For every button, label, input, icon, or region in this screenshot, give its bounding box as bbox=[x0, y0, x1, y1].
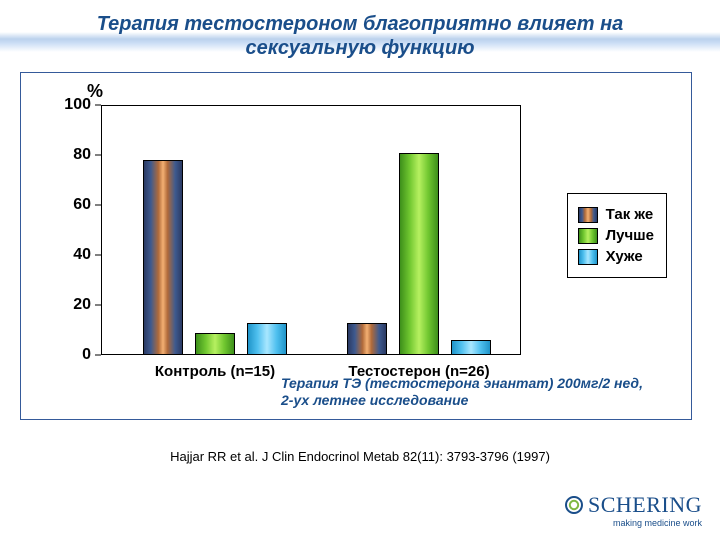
footnote: Терапия ТЭ (тестостерона энантат) 200мг/… bbox=[281, 375, 643, 409]
y-tick-mark bbox=[95, 205, 101, 206]
bar-worse bbox=[451, 340, 491, 355]
footnote-line2: 2-ух летнее исследование bbox=[281, 392, 468, 408]
plot-area: 020406080100Контроль (n=15)Тестостерон (… bbox=[101, 105, 521, 355]
legend-swatch-icon bbox=[578, 249, 598, 265]
bar-same bbox=[347, 323, 387, 356]
legend-item: Хуже bbox=[578, 248, 654, 265]
brand-logo: SCHERING making medicine work bbox=[564, 492, 702, 528]
y-tick-mark bbox=[95, 155, 101, 156]
group-label: Контроль (n=15) bbox=[155, 355, 275, 380]
y-axis bbox=[101, 105, 102, 355]
y-tick-mark bbox=[95, 255, 101, 256]
legend-label: Так же bbox=[606, 206, 654, 223]
bar-worse bbox=[247, 323, 287, 356]
legend-label: Лучше bbox=[606, 227, 654, 244]
y-tick-mark bbox=[95, 305, 101, 306]
legend-swatch-icon bbox=[578, 228, 598, 244]
chart-frame: % 020406080100Контроль (n=15)Тестостерон… bbox=[20, 72, 692, 420]
y-tick-mark bbox=[95, 355, 101, 356]
legend-item: Лучше bbox=[578, 227, 654, 244]
bar-better bbox=[399, 153, 439, 356]
citation: Hajjar RR et al. J Clin Endocrinol Metab… bbox=[0, 449, 720, 464]
legend-label: Хуже bbox=[606, 248, 643, 265]
bar-same bbox=[143, 160, 183, 355]
title-band: Терапия тестостероном благоприятно влияе… bbox=[0, 8, 720, 62]
bar-better bbox=[195, 333, 235, 356]
footnote-line1: Терапия ТЭ (тестостерона энантат) 200мг/… bbox=[281, 375, 643, 391]
logo-ring-icon bbox=[564, 495, 584, 520]
legend-item: Так же bbox=[578, 206, 654, 223]
legend-swatch-icon bbox=[578, 207, 598, 223]
slide-title: Терапия тестостероном благоприятно влияе… bbox=[0, 8, 720, 60]
logo-tagline: making medicine work bbox=[564, 518, 702, 528]
logo-text: SCHERING bbox=[588, 492, 702, 517]
y-tick-mark bbox=[95, 105, 101, 106]
chart-area: % 020406080100Контроль (n=15)Тестостерон… bbox=[31, 87, 681, 407]
legend: Так же Лучше Хуже bbox=[567, 193, 667, 278]
slide: Терапия тестостероном благоприятно влияе… bbox=[0, 0, 720, 540]
